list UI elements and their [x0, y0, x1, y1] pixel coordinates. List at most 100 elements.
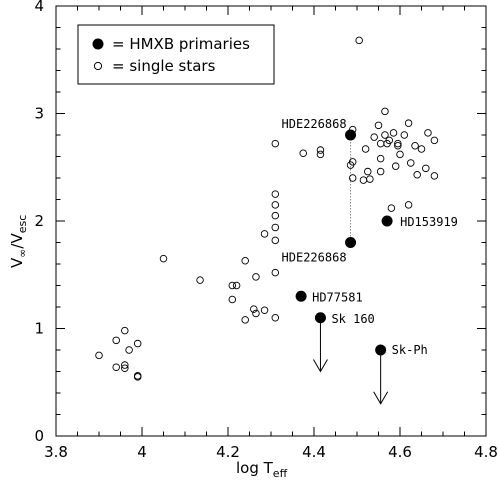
single-star-point [411, 141, 419, 150]
single-star-point [260, 306, 269, 314]
single-star-point [389, 129, 398, 137]
single-star-point [271, 211, 280, 220]
hmxb-point-label: Sk 160 [331, 312, 374, 326]
legend-filled-marker [92, 38, 104, 50]
x-tick-label: 4.4 [302, 443, 326, 461]
single-star-point [252, 273, 260, 281]
legend-label-single: = single stars [112, 57, 216, 75]
single-star-point [348, 158, 357, 166]
single-star-point [250, 305, 258, 313]
hmxb-point-label: HD77581 [312, 290, 363, 304]
y-tick-label: 4 [34, 0, 44, 15]
single-star-point [400, 131, 409, 139]
single-stars-series [95, 36, 439, 381]
x-tick-label: 3.8 [44, 443, 68, 461]
single-star-point [417, 145, 426, 153]
single-star-point [271, 201, 280, 209]
tick-labels: 3.8 4 4.2 4.4 4.6 4.8 0 1 2 3 4 [34, 0, 497, 461]
single-star-point [271, 314, 280, 322]
single-star-point [394, 139, 402, 148]
single-star-point [228, 295, 237, 304]
single-star-point [348, 174, 357, 182]
single-star-point [364, 167, 372, 176]
single-star-point [95, 351, 103, 360]
axis-ticks [55, 5, 487, 437]
hmxb-point [381, 215, 393, 227]
single-star-point [424, 129, 432, 137]
single-star-point [228, 281, 237, 290]
single-star-point [407, 159, 415, 167]
single-star-point [271, 236, 280, 245]
single-star-point [370, 133, 378, 141]
single-star-point [422, 164, 430, 173]
hmxb-point [375, 344, 387, 356]
single-star-point [366, 175, 374, 183]
single-star-point [260, 230, 269, 238]
point-labels: HDE226868 HDE226868 HD153919 HD77581 Sk 160 S… [282, 117, 458, 357]
single-star-point [271, 190, 280, 198]
single-star-point [271, 223, 280, 232]
hmxb-point-label: HDE226868 [282, 117, 347, 131]
legend: = HMXB primaries = single stars [77, 24, 275, 85]
y-tick-label: 2 [34, 212, 44, 230]
single-star-point [316, 146, 325, 154]
single-star-point [133, 339, 142, 348]
upper-limit-arrow-head [373, 391, 389, 405]
single-star-point [391, 162, 400, 170]
hmxb-point [345, 129, 357, 141]
single-star-point [385, 136, 394, 145]
single-star-point [430, 136, 439, 145]
x-tick-label: 4 [137, 443, 147, 461]
single-star-point [374, 121, 383, 130]
single-star-point [125, 346, 133, 354]
legend-label-hmxb: = HMXB primaries [112, 35, 250, 53]
single-star-point [196, 276, 204, 284]
single-star-point [121, 326, 129, 335]
single-star-point [121, 361, 129, 369]
single-star-point [376, 154, 385, 163]
single-star-point [271, 268, 280, 277]
single-star-point [159, 254, 168, 263]
single-star-point [121, 364, 129, 373]
single-star-point [404, 201, 413, 209]
hmxb-point-label: Sk-Ph [392, 343, 428, 357]
x-axis-label: log Teff [236, 459, 288, 480]
y-tick-label: 1 [34, 320, 44, 338]
legend-open-marker [93, 61, 103, 71]
legend-box [77, 24, 275, 85]
hmxb-point-label: HD153919 [400, 215, 458, 229]
single-star-point [376, 139, 385, 148]
single-star-point [381, 131, 389, 139]
upper-limit-arrow-head [313, 359, 328, 373]
single-star-point [430, 172, 439, 180]
hmxb-point [345, 237, 357, 248]
hmxb-point [314, 312, 326, 324]
single-star-point [232, 281, 241, 290]
single-star-point [413, 171, 421, 179]
single-star-point [241, 257, 249, 265]
single-star-point [133, 373, 142, 381]
hmxb-primaries-series [295, 129, 393, 356]
annotation-connectors [313, 135, 389, 405]
single-star-point [299, 149, 308, 158]
single-star-point [396, 150, 404, 159]
single-star-point [316, 150, 325, 159]
single-star-point [381, 107, 389, 116]
single-star-point [271, 139, 280, 148]
single-star-point [394, 141, 402, 150]
single-star-point [252, 309, 260, 318]
y-axis-label: V∞/Vesc [8, 215, 29, 268]
single-star-point [241, 316, 249, 324]
hmxb-point [295, 290, 307, 302]
single-star-point [359, 176, 368, 184]
single-star-point [376, 167, 385, 176]
single-star-point [361, 145, 370, 153]
single-star-point [112, 336, 120, 345]
single-star-point [404, 119, 413, 127]
x-tick-label: 4.6 [388, 443, 412, 461]
hmxb-point-label: HDE226868 [282, 251, 347, 265]
x-tick-label: 4.8 [474, 443, 498, 461]
x-tick-label: 4.2 [216, 443, 240, 461]
y-tick-label: 3 [34, 105, 44, 123]
